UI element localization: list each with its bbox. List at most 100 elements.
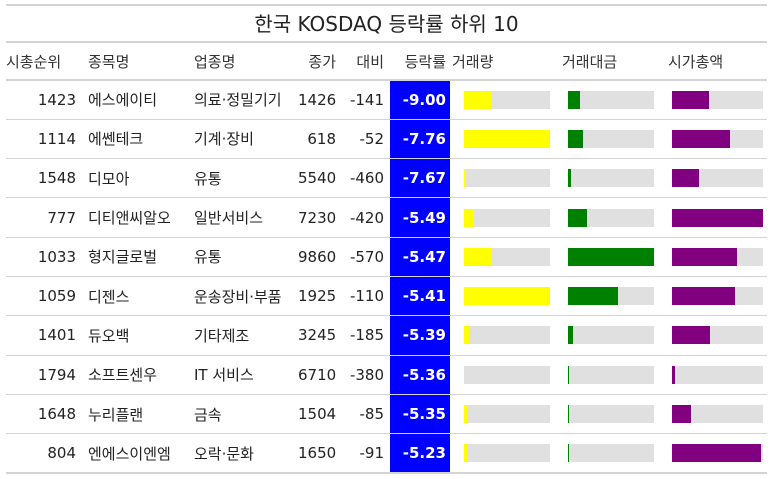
volume-cell: [450, 237, 554, 277]
rank-cell: 1059: [6, 276, 82, 317]
volume-cell: [450, 197, 554, 238]
name-cell: 디티앤씨알오: [82, 197, 188, 238]
volume-bar: [464, 90, 493, 109]
volume-track: [464, 444, 550, 463]
volume-cell: [450, 80, 554, 120]
close-cell: 1925: [298, 276, 342, 317]
col-header-change: 대비: [342, 41, 390, 81]
value-bar: [568, 287, 618, 306]
marketcap-cell: [658, 158, 767, 199]
marketcap-track: [672, 208, 763, 227]
volume-track: [464, 90, 550, 109]
volume-bar: [464, 247, 493, 266]
marketcap-bar: [672, 169, 700, 188]
marketcap-bar: [672, 326, 711, 345]
name-cell: 디모아: [82, 158, 188, 199]
close-cell: 3245: [298, 315, 342, 356]
marketcap-track: [672, 129, 763, 148]
marketcap-cell: [658, 394, 767, 435]
col-header-value: 거래대금: [554, 41, 658, 81]
marketcap-bar: [672, 208, 763, 227]
change-cell: -110: [342, 276, 390, 317]
volume-cell: [450, 315, 554, 356]
table-row: 1033 형지글로벌 유통 9860 -570 -5.47: [6, 237, 767, 277]
marketcap-bar: [672, 405, 692, 424]
marketcap-bar: [672, 90, 710, 109]
col-header-pct: 등락률: [390, 41, 450, 81]
marketcap-track: [672, 169, 763, 188]
change-cell: -91: [342, 433, 390, 474]
value-track: [568, 90, 654, 109]
change-cell: -420: [342, 197, 390, 238]
name-cell: 에스에이티: [82, 80, 188, 120]
rank-cell: 804: [6, 433, 82, 474]
name-cell: 형지글로벌: [82, 237, 188, 277]
table-row: 1423 에스에이티 의료·정밀기기 1426 -141 -9.00: [6, 80, 767, 120]
volume-cell: [450, 119, 554, 160]
table-row: 804 엔에스이엔엠 오락·문화 1650 -91 -5.23: [6, 433, 767, 474]
sector-cell: 금속: [188, 394, 298, 435]
value-track: [568, 208, 654, 227]
marketcap-track: [672, 405, 763, 424]
marketcap-cell: [658, 355, 767, 395]
marketcap-track: [672, 365, 763, 384]
marketcap-track: [672, 326, 763, 345]
pct-cell: -7.76: [390, 119, 450, 160]
value-cell: [554, 119, 658, 160]
value-cell: [554, 433, 658, 474]
marketcap-cell: [658, 119, 767, 160]
value-track: [568, 247, 654, 266]
value-cell: [554, 276, 658, 317]
marketcap-bar: [672, 129, 731, 148]
volume-cell: [450, 276, 554, 317]
pct-cell: -7.67: [390, 158, 450, 199]
marketcap-bar: [672, 365, 675, 384]
value-track: [568, 129, 654, 148]
marketcap-track: [672, 444, 763, 463]
table-row: 1401 듀오백 기타제조 3245 -185 -5.39: [6, 315, 767, 356]
change-cell: -380: [342, 355, 390, 395]
value-cell: [554, 158, 658, 199]
sector-cell: 의료·정밀기기: [188, 80, 298, 120]
value-bar: [568, 169, 571, 188]
value-cell: [554, 394, 658, 435]
pct-cell: -5.41: [390, 276, 450, 317]
pct-cell: -9.00: [390, 80, 450, 120]
table-row: 1059 디젠스 운송장비·부품 1925 -110 -5.41: [6, 276, 767, 317]
volume-cell: [450, 433, 554, 474]
rank-cell: 777: [6, 197, 82, 238]
volume-bar: [464, 405, 467, 424]
value-bar: [568, 326, 574, 345]
pct-cell: -5.39: [390, 315, 450, 356]
value-bar: [568, 444, 569, 463]
close-cell: 1426: [298, 80, 342, 120]
rank-cell: 1033: [6, 237, 82, 277]
marketcap-track: [672, 247, 763, 266]
value-cell: [554, 197, 658, 238]
volume-bar: [464, 169, 466, 188]
value-cell: [554, 355, 658, 395]
close-cell: 618: [298, 119, 342, 160]
value-track: [568, 405, 654, 424]
marketcap-track: [672, 287, 763, 306]
change-cell: -185: [342, 315, 390, 356]
header-row: 시총순위 종목명 업종명 종가 대비 등락률 거래량 거래대금 시가총액: [6, 41, 767, 81]
value-cell: [554, 237, 658, 277]
volume-bar: [464, 326, 470, 345]
marketcap-cell: [658, 276, 767, 317]
pct-cell: -5.35: [390, 394, 450, 435]
volume-bar: [464, 129, 550, 148]
value-bar: [568, 129, 584, 148]
table-row: 1114 에쎈테크 기계·장비 618 -52 -7.76: [6, 119, 767, 160]
marketcap-bar: [672, 444, 762, 463]
change-cell: -141: [342, 80, 390, 120]
table-row: 1548 디모아 유통 5540 -460 -7.67: [6, 158, 767, 199]
name-cell: 소프트센우: [82, 355, 188, 395]
marketcap-cell: [658, 80, 767, 120]
rank-cell: 1423: [6, 80, 82, 120]
name-cell: 듀오백: [82, 315, 188, 356]
name-cell: 엔에스이엔엠: [82, 433, 188, 474]
volume-track: [464, 169, 550, 188]
volume-bar: [464, 444, 468, 463]
